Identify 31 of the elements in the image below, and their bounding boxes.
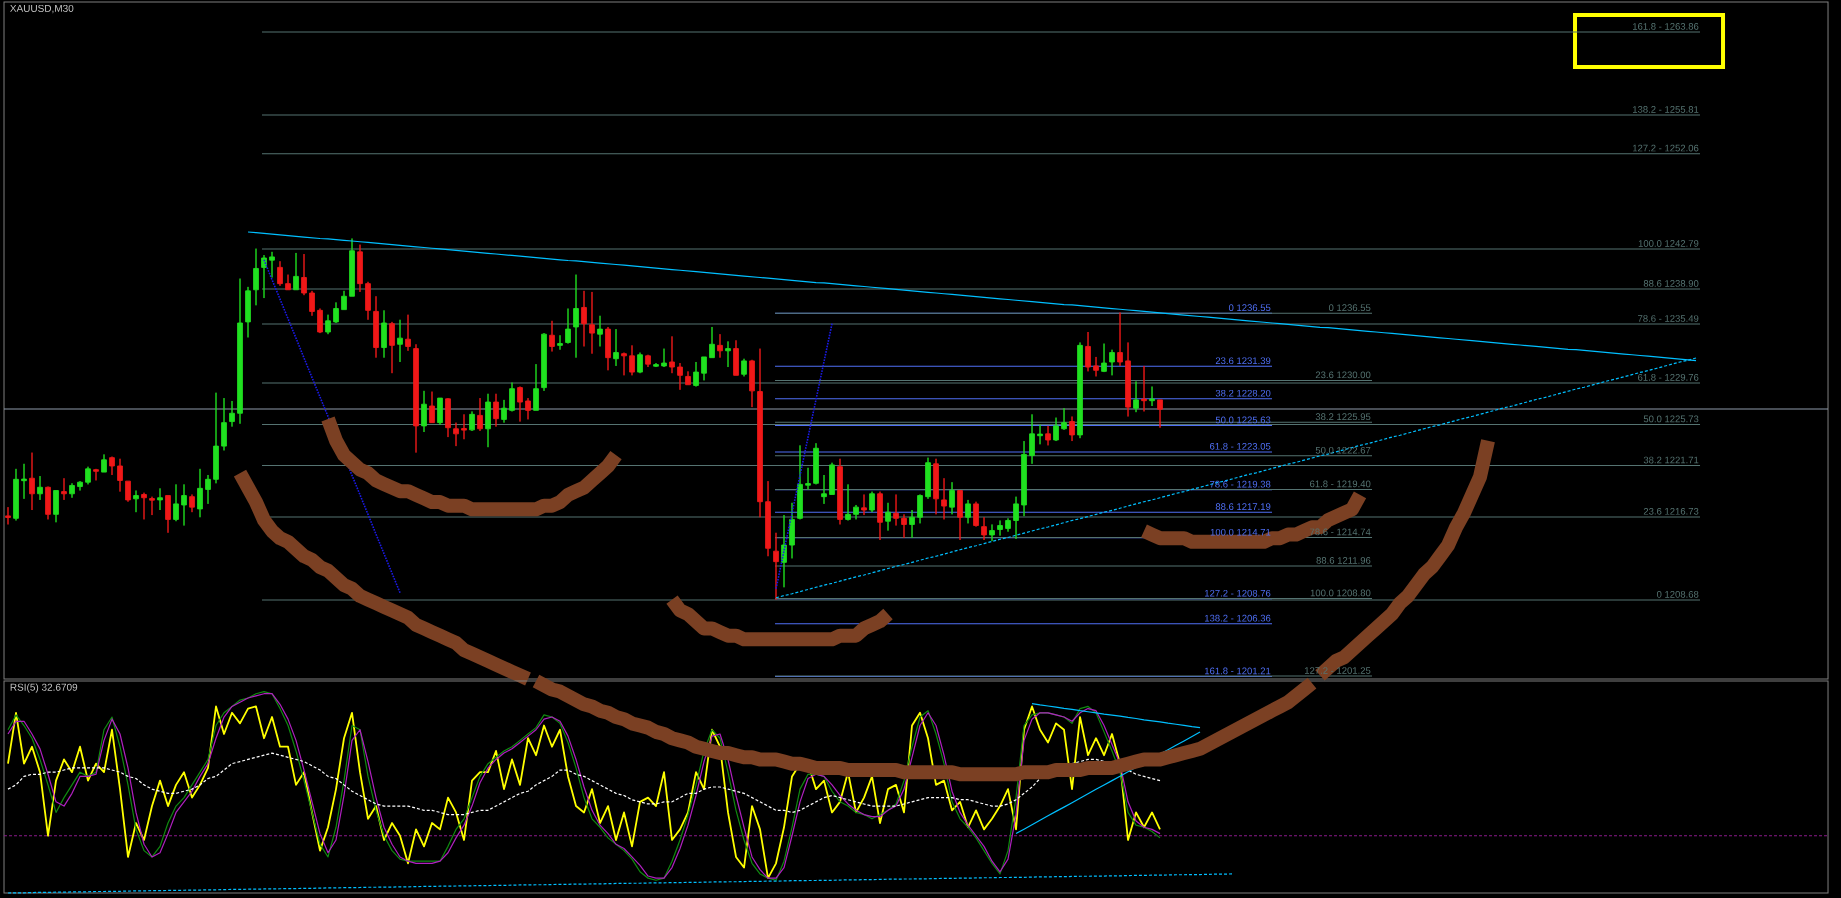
annotation: 100.0 1208.80 xyxy=(1310,589,1371,597)
annotation: 0 1236.55 xyxy=(1328,304,1371,312)
annotation: 100.0 1242.79 xyxy=(1638,240,1699,247)
annotation: 78.6 - 1235.49 xyxy=(1638,315,1699,322)
annotation: 61.8 - 1219.40 xyxy=(1310,480,1371,488)
annotation: 78.6 - 1219.38 xyxy=(1210,480,1271,488)
annotation: 50.0 1222.67 xyxy=(1315,446,1371,454)
annotation: 23.6 1230.00 xyxy=(1315,371,1371,379)
text: 161.8 - 1263.86 xyxy=(1632,23,1699,30)
annotation: 0 1236.55 xyxy=(1228,304,1271,312)
annotation: 50.0 1225.73 xyxy=(1643,415,1699,423)
text: 138.2 - 1255.81 xyxy=(1632,106,1699,113)
annotation: 61.8 - 1223.05 xyxy=(1210,442,1271,450)
chart-title: XAUUSD,M30 xyxy=(10,4,74,14)
annotation: 88.6 1217.19 xyxy=(1215,503,1271,510)
annotation: 0 1208.68 xyxy=(1656,591,1699,598)
chart-title: RSI(5) 32.6709 xyxy=(10,683,78,693)
annotation: 38.2 1225.95 xyxy=(1315,413,1371,421)
annotation: 127.2 - 1208.76 xyxy=(1204,589,1271,597)
annotation: 88.6 1211.96 xyxy=(1316,557,1371,564)
annotation: 88.6 1238.90 xyxy=(1643,280,1699,287)
annotation: 38.2 1228.20 xyxy=(1215,389,1271,397)
annotation: 50.0 1225.63 xyxy=(1215,416,1271,424)
annotation: 100.0 1214.71 xyxy=(1210,528,1271,536)
text: 161.8 - 1201.21 xyxy=(1204,667,1271,675)
annotation: 23.6 1231.39 xyxy=(1215,357,1271,365)
text: 127.2 - 1252.06 xyxy=(1632,144,1699,152)
annotation: 23.6 1216.73 xyxy=(1643,507,1699,515)
annotation: 38.2 1221.71 xyxy=(1643,456,1699,464)
text: 138.2 - 1206.36 xyxy=(1204,614,1271,622)
annotation: 61.8 - 1229.76 xyxy=(1638,373,1699,381)
